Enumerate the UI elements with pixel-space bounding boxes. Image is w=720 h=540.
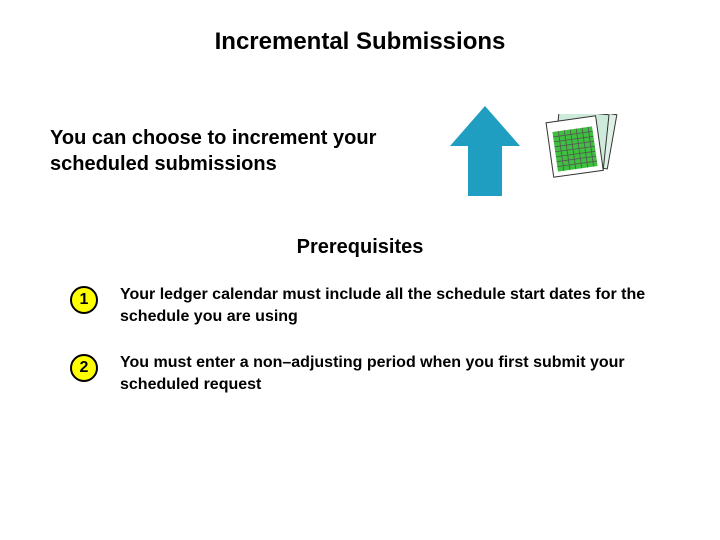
graphics-group — [450, 106, 620, 196]
arrow-shape — [450, 106, 520, 196]
intro-text: You can choose to increment your schedul… — [50, 125, 410, 177]
prerequisites-list: 1 Your ledger calendar must include all … — [50, 284, 670, 395]
slide-title: Incremental Submissions — [50, 28, 670, 56]
spreadsheet-stack-icon — [540, 114, 620, 189]
intro-row: You can choose to increment your schedul… — [50, 106, 670, 196]
list-item: 1 Your ledger calendar must include all … — [70, 284, 670, 327]
up-arrow-icon — [450, 106, 520, 196]
bullet-number: 2 — [70, 354, 98, 382]
bullet-number: 1 — [70, 286, 98, 314]
list-item: 2 You must enter a non–adjusting period … — [70, 352, 670, 395]
prerequisite-text: Your ledger calendar must include all th… — [120, 284, 670, 327]
prerequisites-title: Prerequisites — [50, 236, 670, 259]
prerequisite-text: You must enter a non–adjusting period wh… — [120, 352, 670, 395]
